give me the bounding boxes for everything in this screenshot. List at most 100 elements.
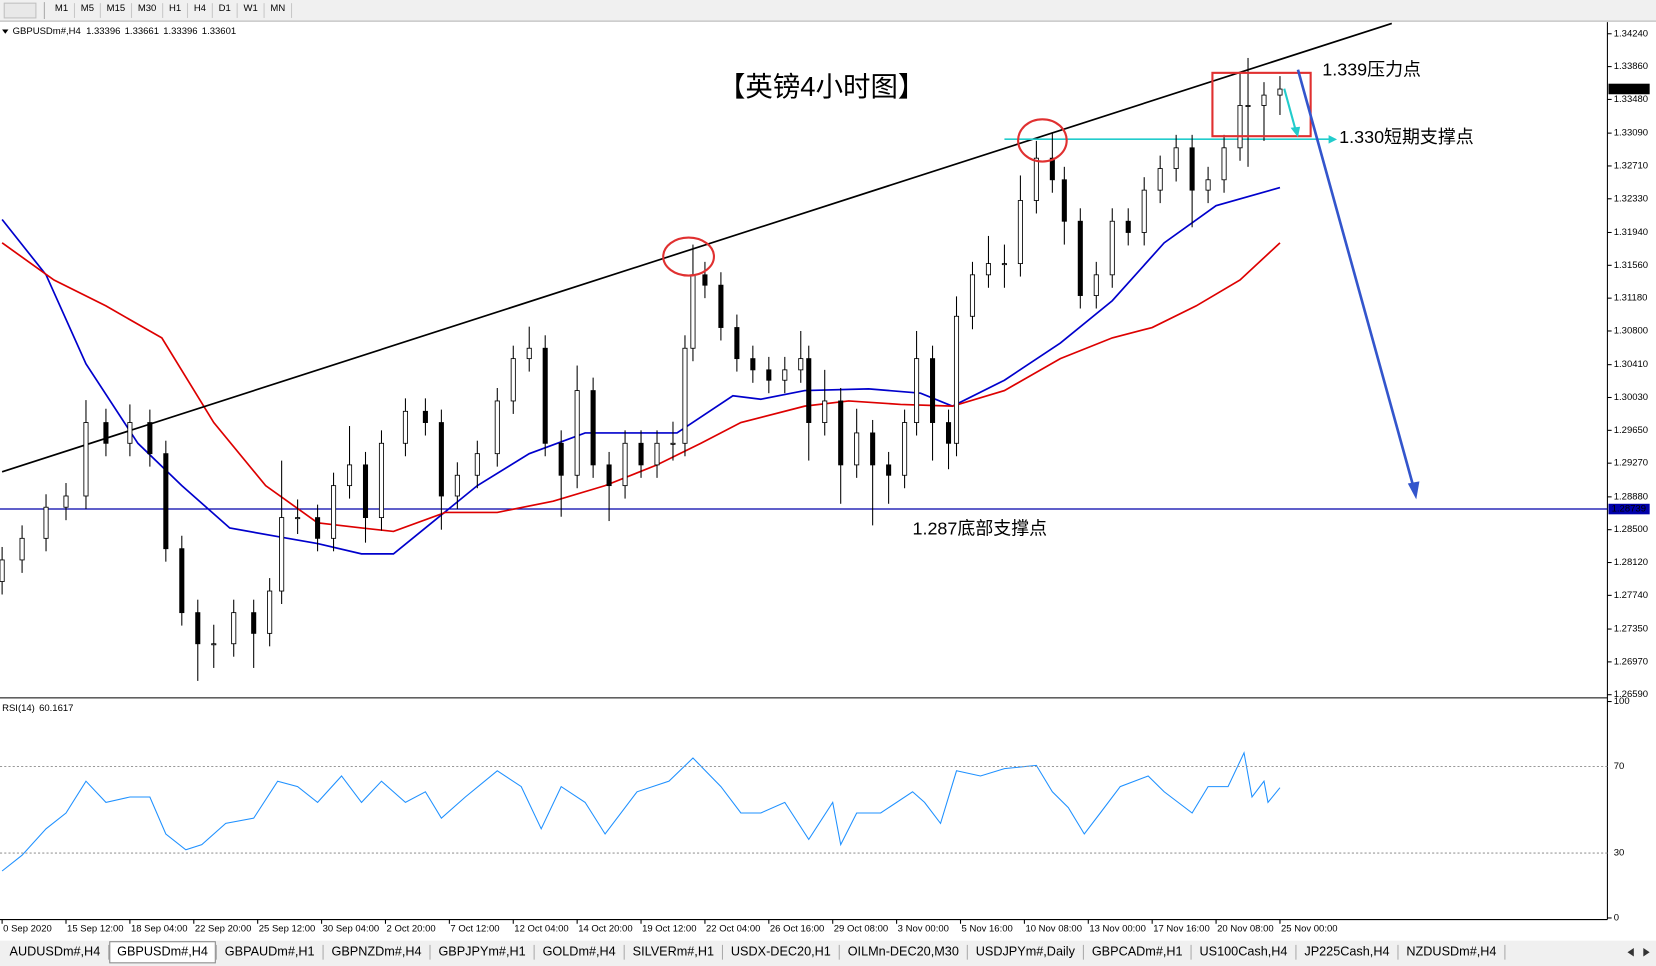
candle-body <box>750 358 756 371</box>
candle-body <box>690 274 696 349</box>
tab[interactable] <box>625 943 722 962</box>
timeframe-button[interactable]: MN <box>270 3 285 14</box>
candle-body <box>1221 147 1227 181</box>
chart-window <box>0 22 1656 941</box>
candle-body <box>718 284 724 328</box>
tab-label[interactable]: GBPNZDm#,H4 <box>332 945 422 959</box>
candle-body <box>542 347 548 444</box>
candle-body <box>806 358 812 423</box>
ohlc-value: 1.33396 <box>163 26 197 37</box>
candle-body <box>346 464 353 487</box>
tab-label[interactable]: AUDUSDm#,H4 <box>10 945 101 959</box>
timeframe-button[interactable]: M15 <box>107 3 125 14</box>
tab[interactable] <box>217 943 323 962</box>
candle-body <box>606 464 612 487</box>
price-tag-label: 1.33601 <box>1612 83 1646 94</box>
candle-body <box>953 315 960 444</box>
timeframe-button[interactable]: H4 <box>194 3 206 14</box>
x-tick-label: 30 Sep 04:00 <box>323 924 380 935</box>
candle-body <box>251 612 257 634</box>
arrow <box>1283 88 1297 132</box>
tab-label[interactable]: GBPCADm#,H1 <box>1092 945 1183 959</box>
arrow-head <box>1328 135 1338 144</box>
chart-symbol: GBPUSDm#,H4 <box>13 26 81 37</box>
y-tick-label: 1.33860 <box>1614 61 1648 72</box>
tab-scroll[interactable] <box>1627 948 1634 957</box>
x-tick-label: 26 Oct 16:00 <box>770 924 824 935</box>
drawings <box>662 69 1420 500</box>
tab-label[interactable]: GBPJPYm#,H1 <box>438 945 525 959</box>
tab-label[interactable]: SILVERm#,H1 <box>633 945 714 959</box>
tab-label[interactable]: US100Cash,H4 <box>1200 945 1288 959</box>
timeframe-button[interactable]: W1 <box>243 3 257 14</box>
candle-body <box>902 422 908 476</box>
chart-tools[interactable] <box>3 2 37 19</box>
tab[interactable] <box>1296 943 1397 962</box>
y-tick-label: 1.29650 <box>1614 425 1648 436</box>
y-tick-label: 1.28120 <box>1614 557 1648 568</box>
tab[interactable] <box>109 941 216 964</box>
tab-label[interactable]: GBPUSDm#,H4 <box>117 945 208 959</box>
tab-label[interactable]: GOLDm#,H4 <box>543 945 616 959</box>
tab[interactable] <box>840 943 967 962</box>
tab-label[interactable]: USDX-DEC20,H1 <box>731 945 831 959</box>
x-tick-label: 19 Oct 12:00 <box>642 924 696 935</box>
candle-body <box>969 274 976 317</box>
candle-body <box>454 474 460 497</box>
tab-label[interactable]: OILMn-DEC20,M30 <box>848 945 959 959</box>
tab[interactable] <box>2 943 108 962</box>
tab[interactable] <box>324 943 429 962</box>
price-tag <box>1608 83 1650 95</box>
ohlc-value: 1.33396 <box>86 26 120 37</box>
candle-body <box>854 432 860 466</box>
timeframe-button[interactable]: H1 <box>169 3 181 14</box>
moving-average <box>1 186 1281 555</box>
x-tick-label: 14 Oct 20:00 <box>578 924 632 935</box>
candle-body <box>163 453 169 550</box>
candle-body <box>654 442 660 466</box>
candle-body <box>510 358 516 402</box>
tab[interactable] <box>535 943 624 962</box>
x-tick-label: 18 Sep 04:00 <box>131 924 188 935</box>
tab-label[interactable]: NZDUSDm#,H4 <box>1406 945 1496 959</box>
drawn-line <box>1 22 1393 473</box>
y-tick-label: 1.27350 <box>1614 624 1648 635</box>
candle-body <box>682 347 688 444</box>
marker-box <box>1211 71 1312 138</box>
timeframe-button[interactable]: M5 <box>81 3 94 14</box>
rsi-tick-label: 0 <box>1614 912 1619 923</box>
tab-label[interactable]: USDJPYm#,Daily <box>976 945 1076 959</box>
tab[interactable] <box>1084 943 1190 962</box>
candle-body <box>838 400 844 466</box>
tab[interactable] <box>968 943 1083 962</box>
candle-body <box>295 517 301 520</box>
tab[interactable] <box>723 943 839 962</box>
x-tick-label: 20 Nov 08:00 <box>1217 924 1274 935</box>
tab-label[interactable]: JP225Cash,H4 <box>1304 945 1389 959</box>
x-tick-label: 25 Sep 12:00 <box>259 924 316 935</box>
y-tick-label: 1.27740 <box>1614 590 1648 601</box>
x-tick-label: 5 Nov 16:00 <box>962 924 1013 935</box>
candle-body <box>1237 105 1243 149</box>
tab[interactable] <box>431 943 534 962</box>
candle-body <box>267 590 273 634</box>
tab-label[interactable]: GBPAUDm#,H1 <box>225 945 315 959</box>
candle-body <box>179 548 185 614</box>
x-tick-label: 13 Nov 00:00 <box>1089 924 1146 935</box>
timeframe-button[interactable]: M30 <box>138 3 156 14</box>
x-tick-label: 17 Nov 16:00 <box>1153 924 1210 935</box>
tab-scroll[interactable] <box>1643 948 1650 957</box>
tab[interactable] <box>1192 943 1295 962</box>
candle-body <box>822 400 828 423</box>
candle-body <box>494 400 500 455</box>
timeframe-button[interactable]: M1 <box>55 3 68 14</box>
candle-body <box>147 422 153 455</box>
candle-body <box>378 442 385 519</box>
candle-body <box>279 517 285 592</box>
arrow <box>1296 69 1415 486</box>
candle-body <box>702 274 708 286</box>
tab[interactable] <box>1399 943 1504 962</box>
timeframe-button[interactable]: D1 <box>219 3 231 14</box>
annotation: 1.330短期支撑点 <box>1339 127 1474 147</box>
